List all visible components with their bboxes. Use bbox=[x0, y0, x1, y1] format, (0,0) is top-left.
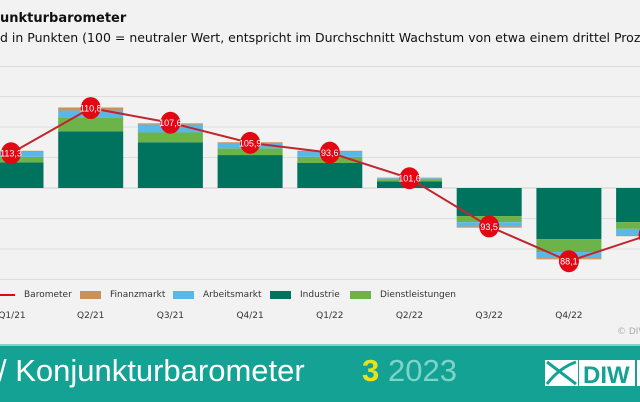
legend-swatch-arbeitsmarkt bbox=[173, 291, 194, 299]
bar-industrie bbox=[616, 188, 640, 223]
legend-label: Dienstleistungen bbox=[380, 290, 457, 300]
diw-logo: DIW bbox=[545, 360, 640, 388]
legend-item-dienstleistungen: Dienstleistungen bbox=[350, 290, 456, 300]
bar-industrie bbox=[58, 131, 124, 188]
barometer-marker bbox=[399, 167, 420, 190]
x-tick-label: Q4/21 bbox=[236, 311, 264, 321]
bar-industrie bbox=[0, 162, 44, 188]
x-tick-label: Q1/21 bbox=[0, 311, 26, 321]
x-tick-label: Q2/22 bbox=[395, 311, 424, 321]
legend-label: Barometer bbox=[24, 290, 72, 300]
legend-item-barometer: Barometer bbox=[0, 290, 72, 300]
issue-year: 2023 bbox=[388, 353, 457, 388]
legend-item-finanzmarkt: Finanzmarkt bbox=[80, 290, 165, 300]
chart: 113,3 110,8 107,6 105,9 93,6 101,6 93,5 88,1 bbox=[0, 96, 640, 280]
bar-dienstleistungen bbox=[616, 222, 640, 229]
footer-banner: / Konjunkturbarometer 3 2023 DIW bbox=[0, 344, 640, 402]
x-tick-label: Q4/22 bbox=[555, 311, 583, 321]
legend-item-arbeitsmarkt: Arbeitsmarkt bbox=[173, 290, 262, 300]
barometer-data-label: 107,6 bbox=[159, 118, 182, 128]
divider bbox=[0, 66, 640, 67]
barometer-marker bbox=[80, 97, 101, 120]
legend-swatch-barometer bbox=[0, 294, 15, 296]
bar-industrie bbox=[456, 188, 522, 217]
legend-label: Finanzmarkt bbox=[110, 290, 166, 300]
barometer-data-label: 105,9 bbox=[239, 138, 262, 148]
svg-text:DIW: DIW bbox=[583, 362, 630, 388]
legend-item-industrie: Industrie bbox=[270, 290, 340, 300]
x-tick-label: Q2/21 bbox=[77, 311, 105, 321]
bar-industrie bbox=[217, 155, 283, 188]
issue-number: 3 bbox=[362, 353, 380, 388]
legend-label: Industrie bbox=[300, 290, 340, 300]
barometer-data-label: 110,8 bbox=[80, 104, 102, 114]
barometer-marker bbox=[319, 141, 340, 164]
bar-industrie bbox=[297, 162, 363, 188]
footer-title: / Konjunkturbarometer bbox=[0, 353, 305, 388]
barometer-marker bbox=[479, 215, 500, 238]
bar-dienstleistungen bbox=[137, 132, 203, 143]
bar-industrie bbox=[536, 188, 602, 240]
bar-industrie bbox=[137, 142, 203, 188]
barometer-marker bbox=[558, 250, 579, 273]
chart-title: unkturbarometer bbox=[0, 11, 127, 26]
barometer-data-label: 101,6 bbox=[398, 174, 421, 184]
bar-dienstleistungen bbox=[536, 239, 602, 253]
barometer-data-label: 113,3 bbox=[0, 149, 22, 159]
bar-finanzmarkt bbox=[616, 234, 640, 237]
bar-dienstleistungen bbox=[0, 156, 44, 163]
chart-subtitle: d in Punkten (100 = neutraler Wert, ents… bbox=[0, 30, 640, 45]
barometer-data-label: 93,6 bbox=[321, 148, 339, 158]
x-tick-label: Q1/22 bbox=[316, 311, 344, 321]
legend-swatch-finanzmarkt bbox=[80, 291, 101, 299]
legend-label: Arbeitsmarkt bbox=[203, 290, 262, 300]
barometer-marker bbox=[160, 111, 181, 134]
x-axis-labels: Q1/21 Q2/21 Q3/21 Q4/21 Q1/22 Q2/22 Q3/22 Q4/22… bbox=[0, 311, 640, 323]
bar-dienstleistungen bbox=[58, 117, 124, 132]
bar-arbeitsmarkt bbox=[0, 152, 44, 157]
copyright: © DIW bbox=[617, 327, 640, 337]
bar-finanzmarkt bbox=[0, 150, 44, 153]
legend-swatch-industrie bbox=[270, 291, 291, 299]
barometer-data-label: 88,1 bbox=[560, 257, 578, 267]
x-tick-label: Q3/21 bbox=[156, 311, 185, 321]
barometer-marker bbox=[1, 142, 21, 165]
bar-arbeitsmarkt bbox=[616, 228, 640, 235]
legend-swatch-dienstleistungen bbox=[350, 291, 371, 299]
barometer-marker bbox=[240, 131, 261, 154]
x-tick-label: Q3/22 bbox=[475, 311, 503, 321]
barometer-data-label: 93,5 bbox=[480, 222, 498, 232]
